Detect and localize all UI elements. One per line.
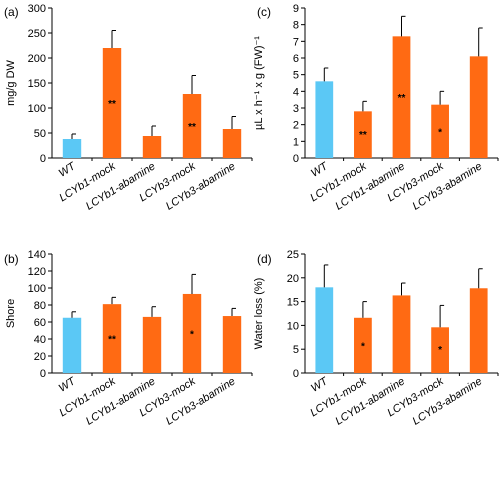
bar — [62, 139, 82, 158]
category-label: LCYb3-abamine — [411, 375, 485, 427]
y-tick-label: 0 — [40, 153, 46, 165]
bar — [469, 288, 488, 373]
y-tick-label: 9 — [293, 3, 299, 15]
panel-label: (c) — [257, 5, 271, 19]
y-tick-label: 6 — [293, 53, 299, 65]
chart-panel-0: (a)mg/g DW050100150200250300WT**LCYb1-mo… — [4, 3, 253, 213]
y-tick-label: 25 — [287, 249, 299, 261]
bar — [142, 136, 162, 158]
panel-label: (d) — [257, 252, 272, 266]
category-label: LCYb3-abamine — [164, 375, 238, 427]
y-axis-title: Shore — [5, 299, 17, 328]
bar — [392, 36, 411, 159]
significance-marker: * — [438, 345, 442, 356]
chart-panel-2: (b)Shore020406080100120140WT**LCYb1-mock… — [4, 249, 253, 428]
y-tick-label: 100 — [28, 283, 46, 295]
category-label: LCYb3-abamine — [411, 160, 485, 212]
bar — [102, 48, 122, 158]
y-tick-label: 0 — [293, 153, 299, 165]
bar — [142, 316, 162, 373]
y-tick-label: 250 — [28, 28, 46, 40]
category-label: LCYb1-abamine — [84, 375, 158, 427]
y-tick-label: 50 — [34, 128, 46, 140]
significance-marker: * — [438, 127, 442, 138]
bar — [431, 327, 449, 373]
y-tick-label: 10 — [287, 320, 299, 332]
y-tick-label: 140 — [28, 249, 46, 261]
bar — [62, 317, 82, 373]
bar — [431, 104, 449, 158]
bar — [182, 94, 202, 158]
y-tick-label: 120 — [28, 266, 46, 278]
y-tick-label: 300 — [28, 3, 46, 15]
significance-marker: ** — [188, 122, 196, 133]
y-tick-label: 20 — [287, 273, 299, 285]
y-tick-label: 7 — [293, 36, 299, 48]
y-tick-label: 40 — [34, 334, 46, 346]
significance-marker: ** — [108, 335, 116, 346]
y-tick-label: 200 — [28, 53, 46, 65]
panel-label: (b) — [4, 252, 19, 266]
category-label: LCYb3-abamine — [164, 160, 238, 212]
y-tick-label: 5 — [293, 344, 299, 356]
y-tick-label: 1 — [293, 136, 299, 148]
bar — [222, 129, 242, 158]
y-tick-label: 100 — [28, 103, 46, 115]
chart-panel-3: (d)Water loss (%)0510152025WT*LCYb1-mock… — [253, 249, 499, 428]
y-tick-label: 150 — [28, 78, 46, 90]
y-axis-title: Water loss (%) — [253, 278, 265, 350]
y-tick-label: 15 — [287, 297, 299, 309]
bar — [182, 293, 202, 373]
y-tick-label: 4 — [293, 86, 299, 98]
category-label: LCYb1-abamine — [84, 160, 158, 212]
bar — [315, 81, 334, 158]
y-tick-label: 5 — [293, 70, 299, 82]
y-tick-label: 0 — [293, 368, 299, 380]
y-tick-label: 80 — [34, 300, 46, 312]
significance-marker: * — [190, 329, 194, 340]
panel-label: (a) — [4, 5, 19, 19]
significance-marker: * — [361, 341, 365, 352]
bar — [392, 295, 411, 373]
y-tick-label: 20 — [34, 351, 46, 363]
y-tick-label: 3 — [293, 103, 299, 115]
y-axis-title: mg/g DW — [5, 59, 17, 105]
category-label: WT — [309, 375, 331, 395]
y-axis-title: µL x h⁻¹ x g (FW)⁻¹ — [253, 36, 265, 130]
chart-panel-1: (c) µL x h⁻¹ x g (FW)⁻¹ 0 1 2 3 4 5 6 7 8 9 WT ** LCYb… — [253, 3, 499, 213]
significance-marker: ** — [108, 99, 116, 110]
bar — [315, 287, 334, 373]
bar — [354, 317, 372, 373]
category-label: WT — [57, 375, 79, 395]
category-label: WT — [57, 160, 79, 180]
significance-marker: ** — [398, 93, 406, 104]
y-tick-label: 0 — [40, 368, 46, 380]
category-label: WT — [309, 160, 331, 180]
y-tick-label: 8 — [293, 20, 299, 32]
y-tick-label: 60 — [34, 317, 46, 329]
bar — [469, 56, 488, 159]
bar — [102, 304, 122, 373]
bar — [354, 111, 372, 158]
bar — [222, 316, 242, 373]
significance-marker: ** — [359, 130, 367, 141]
y-tick-label: 2 — [293, 120, 299, 132]
